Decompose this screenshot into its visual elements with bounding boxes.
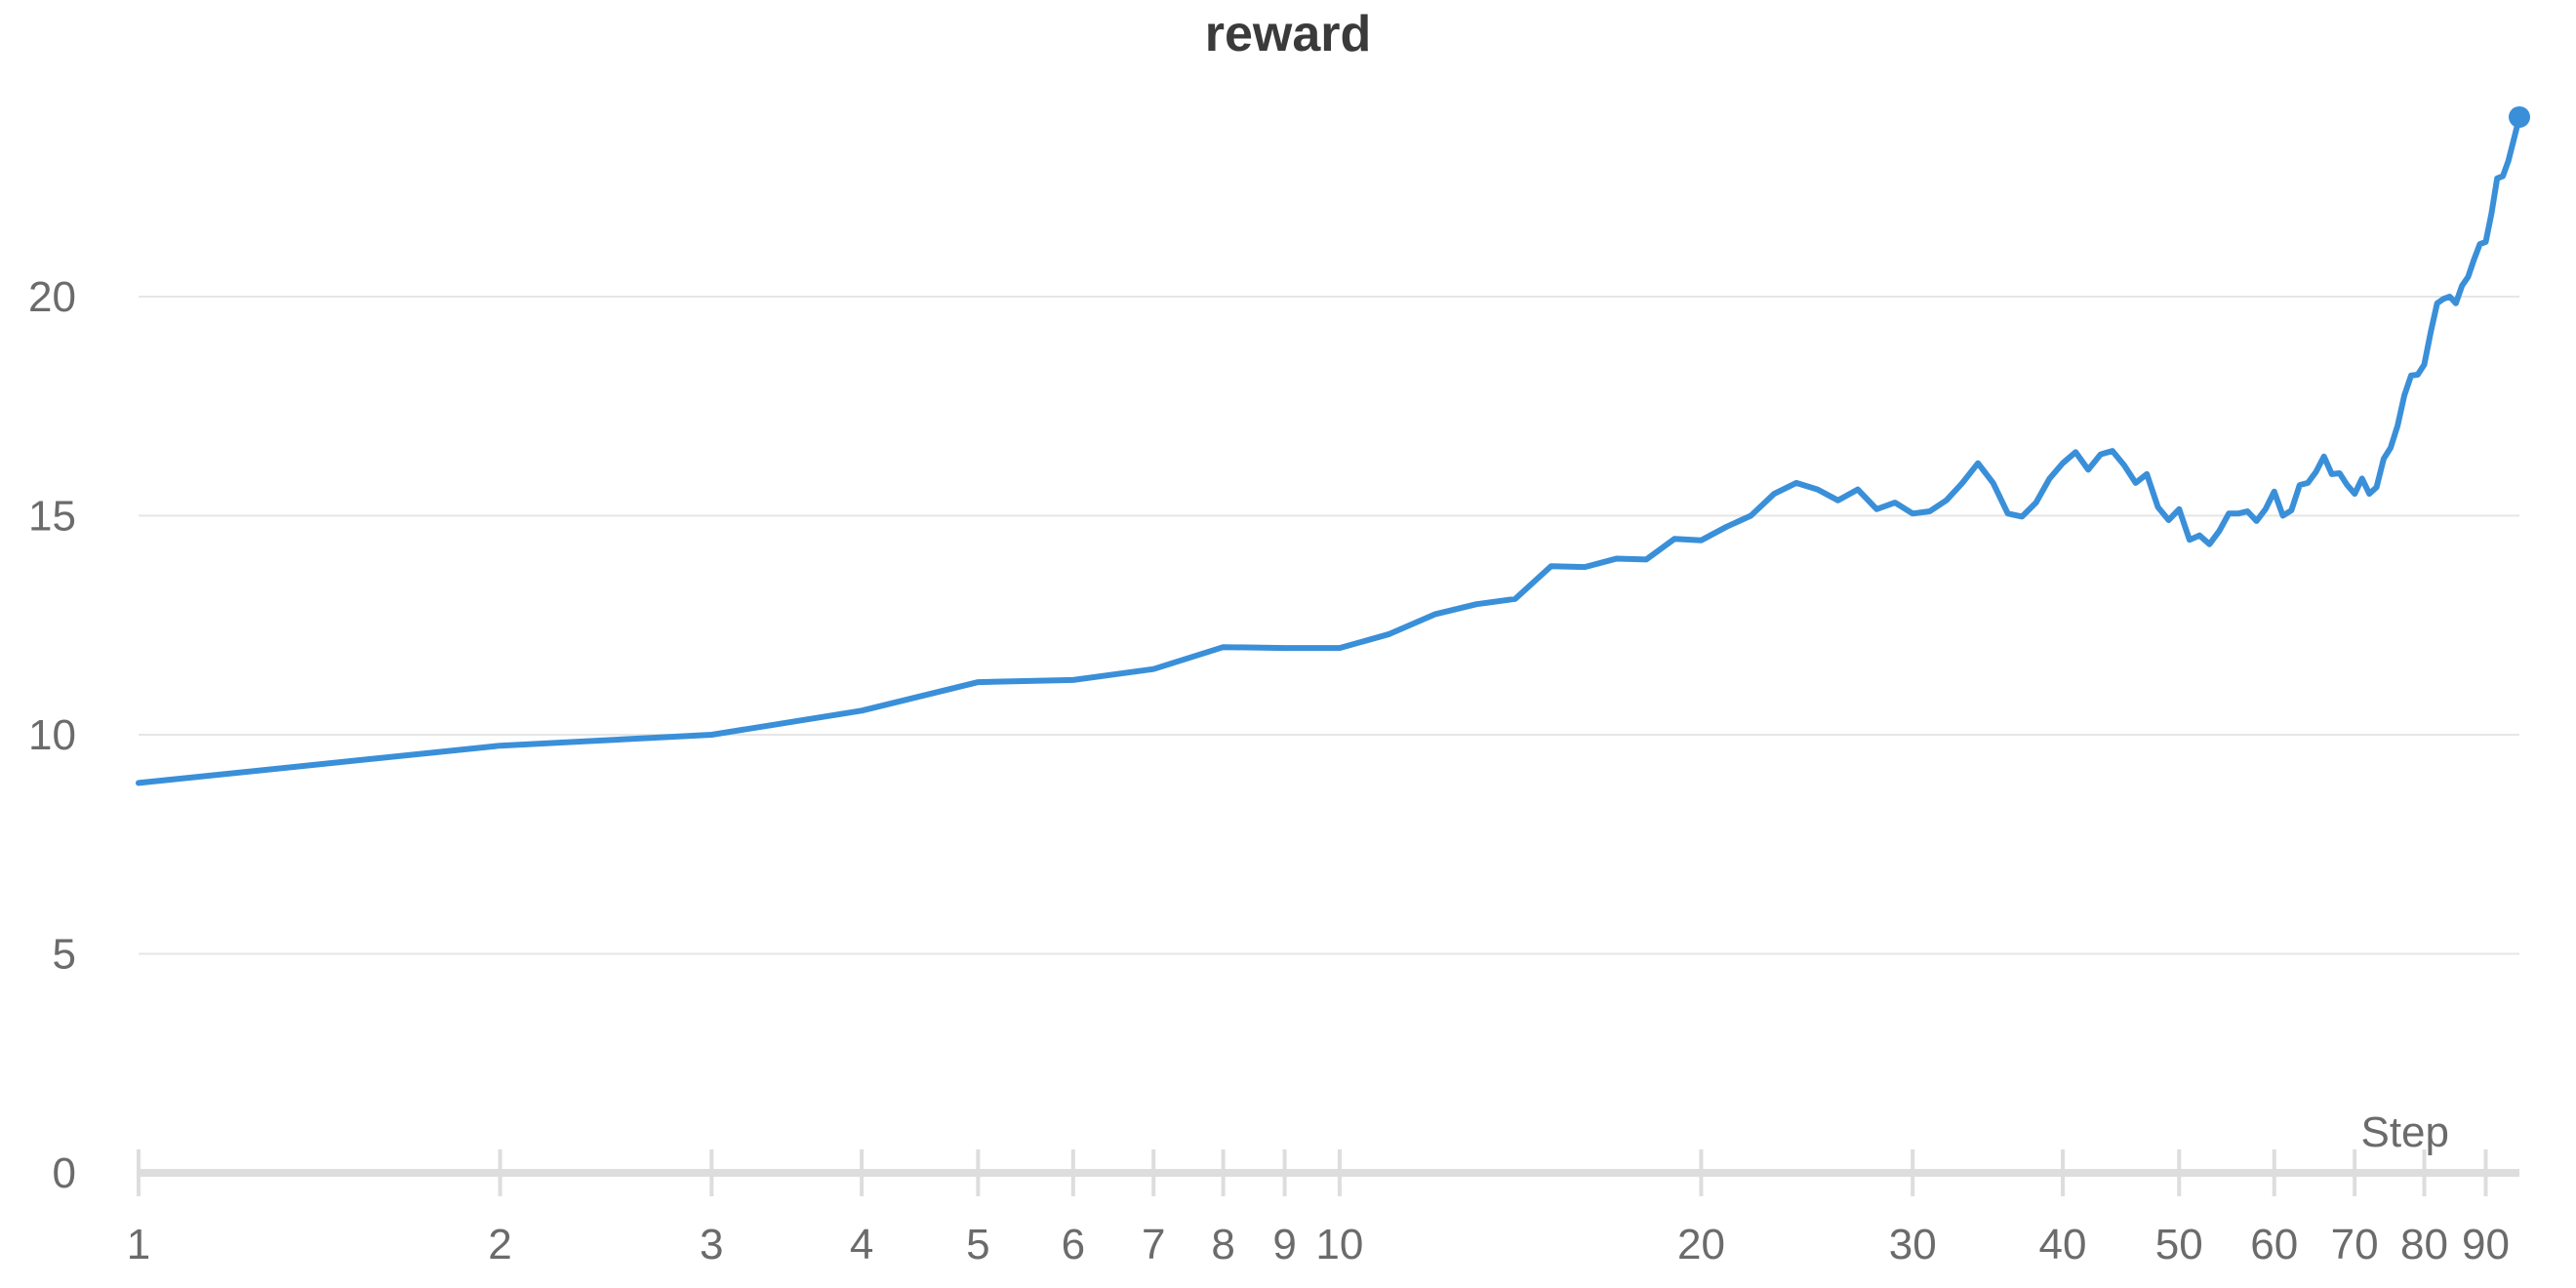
chart-title: reward bbox=[1204, 6, 1372, 62]
last-point-marker[interactable] bbox=[2509, 105, 2530, 128]
y-tick-label: 0 bbox=[53, 1149, 76, 1197]
x-tick-label: 20 bbox=[1677, 1221, 1725, 1268]
x-tick-label: 80 bbox=[2400, 1221, 2448, 1268]
x-tick-label: 60 bbox=[2250, 1221, 2298, 1268]
x-tick-label: 4 bbox=[850, 1221, 873, 1268]
x-tick-label: 90 bbox=[2462, 1221, 2510, 1268]
x-tick-label: 8 bbox=[1211, 1221, 1234, 1268]
y-tick-label: 20 bbox=[28, 273, 76, 321]
x-tick-label: 30 bbox=[1889, 1221, 1937, 1268]
x-axis-tick-labels: 1 2 3 4 5 6 7 8 9 10 20 30 40 50 60 70 80 90 bbox=[127, 1149, 2510, 1268]
x-tick-label: 50 bbox=[2155, 1221, 2203, 1268]
x-tick-label: 2 bbox=[488, 1221, 511, 1268]
x-tick-label: 70 bbox=[2331, 1221, 2379, 1268]
y-tick-label: 10 bbox=[28, 711, 76, 759]
y-tick-label: 15 bbox=[28, 493, 76, 541]
y-tick-label: 5 bbox=[53, 931, 76, 979]
x-tick-label: 10 bbox=[1315, 1221, 1363, 1268]
x-tick-label: 1 bbox=[127, 1221, 150, 1268]
x-tick-label: 6 bbox=[1062, 1221, 1085, 1268]
x-axis-title: Step bbox=[2360, 1108, 2449, 1156]
x-tick-label: 3 bbox=[700, 1221, 723, 1268]
series-layer bbox=[136, 105, 2530, 786]
x-tick-label: 5 bbox=[966, 1221, 989, 1268]
x-tick-label: 40 bbox=[2039, 1221, 2087, 1268]
series-line-0 bbox=[136, 114, 2522, 786]
x-tick-label: 9 bbox=[1272, 1221, 1296, 1268]
y-axis-tick-labels: 0 5 10 15 20 bbox=[28, 273, 76, 1197]
x-tick-label: 7 bbox=[1142, 1221, 1165, 1268]
gridlines bbox=[139, 296, 2519, 955]
